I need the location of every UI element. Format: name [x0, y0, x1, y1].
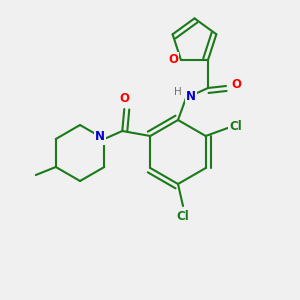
- Text: Cl: Cl: [229, 119, 242, 133]
- Text: O: O: [168, 53, 178, 67]
- Text: O: O: [119, 92, 129, 106]
- Text: H: H: [174, 87, 182, 97]
- Text: Cl: Cl: [177, 209, 189, 223]
- Text: N: N: [95, 130, 105, 143]
- Text: N: N: [186, 91, 196, 103]
- Text: O: O: [231, 79, 241, 92]
